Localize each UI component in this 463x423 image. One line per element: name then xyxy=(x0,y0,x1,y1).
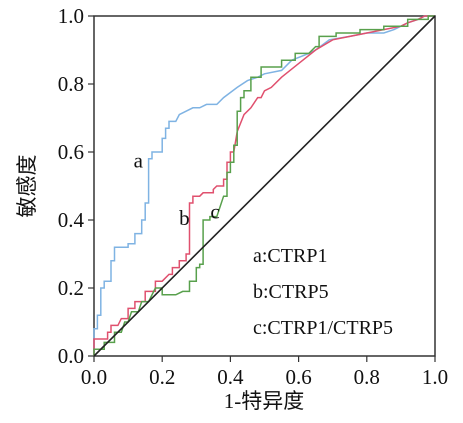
curve-label-a: a xyxy=(134,148,144,172)
x-tick-label: 0.6 xyxy=(285,365,311,389)
curve-labels-layer: a b c xyxy=(134,148,220,230)
legend: a:CTRP1 b:CTRP5 c:CTRP1/CTRP5 xyxy=(253,245,393,339)
y-tick-label: 0.0 xyxy=(58,344,84,368)
series-line-reference xyxy=(93,15,436,357)
x-tick-label: 0.0 xyxy=(81,365,107,389)
y-tick-label: 0.2 xyxy=(58,276,84,300)
y-tick-label: 0.8 xyxy=(58,72,84,96)
series-line-b xyxy=(93,15,435,356)
x-axis-title: 1-特异度 xyxy=(224,389,305,413)
curve-label-b: b xyxy=(179,206,190,230)
y-axis-title: 敏感度 xyxy=(15,155,39,218)
series-line-a xyxy=(93,15,435,356)
ticks-layer: 0.0 0.2 0.4 0.6 0.8 1.0 0.0 0.2 0.4 0.6 0.8 1.0 xyxy=(58,4,448,389)
y-tick-label: 1.0 xyxy=(58,4,84,28)
curve-label-c: c xyxy=(210,199,219,223)
x-tick-label: 0.8 xyxy=(354,365,380,389)
y-tick-label: 0.4 xyxy=(58,208,85,232)
legend-entry-a: a:CTRP1 xyxy=(253,245,327,267)
y-tick-label: 0.6 xyxy=(58,140,84,164)
legend-entry-c: c:CTRP1/CTRP5 xyxy=(253,317,393,339)
x-tick-label: 0.4 xyxy=(217,365,244,389)
x-tick-label: 0.2 xyxy=(149,365,175,389)
legend-entry-b: b:CTRP5 xyxy=(253,281,329,303)
x-tick-label: 1.0 xyxy=(422,365,448,389)
plot-frame xyxy=(93,15,436,357)
series-layer xyxy=(93,15,436,357)
series-line-c xyxy=(93,15,435,356)
